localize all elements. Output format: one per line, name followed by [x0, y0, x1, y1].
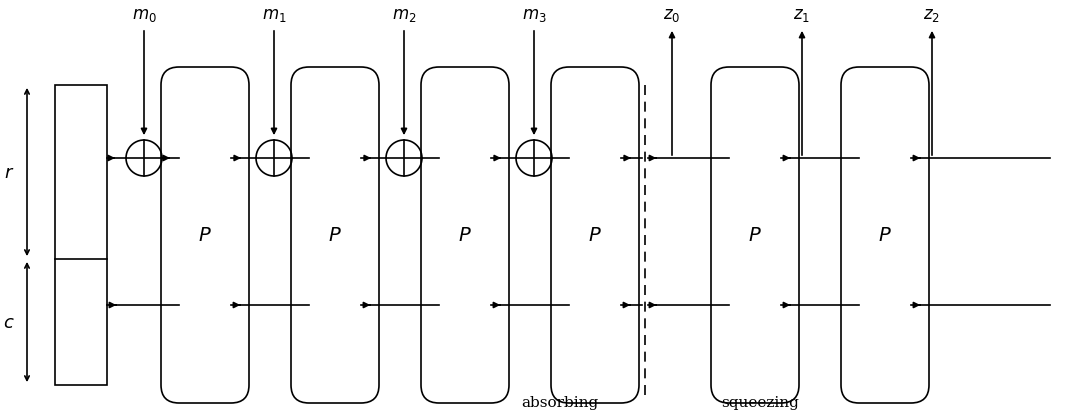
Text: $z_1$: $z_1$ — [793, 7, 810, 24]
Text: $P$: $P$ — [328, 226, 342, 244]
Text: $P$: $P$ — [748, 226, 761, 244]
Text: $P$: $P$ — [588, 226, 602, 244]
Text: $z_0$: $z_0$ — [663, 7, 681, 24]
FancyBboxPatch shape — [55, 86, 106, 385]
Text: $m_2$: $m_2$ — [392, 7, 416, 24]
Text: $z_2$: $z_2$ — [923, 7, 940, 24]
Text: $P$: $P$ — [879, 226, 891, 244]
FancyBboxPatch shape — [421, 68, 509, 403]
Text: $P$: $P$ — [458, 226, 472, 244]
Text: squeezing: squeezing — [721, 395, 799, 409]
Text: $r$: $r$ — [4, 164, 14, 182]
FancyBboxPatch shape — [551, 68, 639, 403]
FancyBboxPatch shape — [161, 68, 249, 403]
Text: $m_0$: $m_0$ — [132, 7, 157, 24]
Text: $c$: $c$ — [3, 313, 15, 331]
Text: $m_1$: $m_1$ — [262, 7, 286, 24]
FancyBboxPatch shape — [841, 68, 929, 403]
FancyBboxPatch shape — [711, 68, 799, 403]
Text: absorbing: absorbing — [522, 395, 599, 409]
Text: $P$: $P$ — [198, 226, 212, 244]
FancyBboxPatch shape — [291, 68, 379, 403]
Text: $m_3$: $m_3$ — [522, 7, 546, 24]
